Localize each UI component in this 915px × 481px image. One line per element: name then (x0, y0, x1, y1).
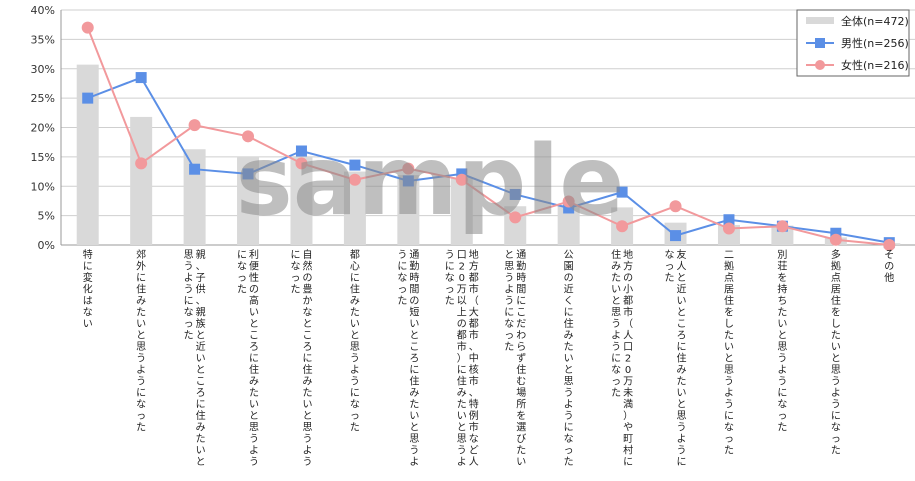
data-point (135, 72, 147, 84)
x-tick-label: 利便性の高いところに住みたいと思うようになった (237, 249, 259, 468)
x-tick-label: 親、子供、親族と近いところに住みたいと思うようになった (184, 248, 206, 468)
data-point (135, 157, 148, 170)
data-point (509, 211, 522, 224)
x-tick-label: 地方都市（大都市、中核市、特例市など人口 2 0 万以上の都市）に住みたいと思うように… (445, 248, 479, 468)
y-tick-label: 35% (31, 33, 55, 46)
data-point (669, 200, 682, 213)
x-tick-label: 通勤時間の短いところに住みたいと思うようになった (397, 249, 419, 468)
bar (290, 157, 313, 245)
watermark: sample (236, 125, 625, 237)
x-tick-label: 通勤時間にこだわらず住む場所を選びたいと思うようになった (504, 249, 526, 468)
bar (183, 149, 206, 245)
data-point (188, 119, 201, 132)
bar (130, 116, 153, 245)
bar (450, 177, 473, 245)
x-tick-label: その他 (884, 249, 894, 284)
legend: 全体(n=472) 男性(n=256) 女性(n=216) (796, 9, 910, 77)
legend-swatch-female-marker (815, 60, 825, 70)
data-point (348, 173, 361, 186)
legend-swatch-total (806, 17, 834, 24)
x-tick-label: 特に変化はない (83, 249, 93, 330)
data-point (242, 168, 254, 180)
x-tick-label: 地方の小都市（人口 2 0 万未満）や町村に住みたいと思うようになった (611, 248, 633, 468)
data-point (776, 220, 789, 233)
data-point (295, 157, 308, 170)
x-axis-labels: 特に変化はない 郊外に住みたいと思うようになった 親、子供、親族と近いところに住みた… (83, 248, 895, 468)
x-tick-label: 多拠点居住をしたいと思うようになった (831, 248, 841, 457)
y-tick-label: 15% (31, 151, 55, 164)
series-line (87, 76, 890, 244)
x-tick-label: 公園の近くに住みたいと思うようになった (564, 250, 574, 468)
y-tick-label: 25% (31, 92, 55, 105)
data-point (722, 222, 735, 235)
data-point (402, 175, 414, 187)
bar (343, 171, 366, 245)
data-point (295, 145, 307, 157)
data-point (455, 173, 468, 186)
data-point (723, 214, 735, 226)
legend-label-male: 男性(n=256) (841, 36, 909, 50)
y-tick-label: 0% (38, 239, 55, 252)
x-tick-label: 別荘を持ちたいと思うようになった (777, 249, 787, 434)
legend-label-female: 女性(n=216) (841, 58, 909, 72)
data-point (189, 163, 201, 175)
data-point (509, 188, 521, 200)
series-line (86, 27, 890, 246)
data-point (82, 92, 94, 104)
data-point (402, 162, 415, 175)
bar (557, 205, 580, 245)
data-point (670, 230, 682, 242)
line-series-female (81, 21, 896, 251)
data-point (829, 233, 842, 246)
y-tick-label: 5% (38, 210, 55, 223)
y-tick-label: 30% (31, 63, 55, 76)
bar (397, 175, 420, 245)
data-point (616, 186, 628, 198)
legend-label-total: 全体(n=472) (841, 14, 909, 28)
x-tick-label: 自然の豊かなところに住みたいと思うようになった (290, 248, 312, 468)
x-tick-label: 都心に住みたいと思うようになった (350, 249, 360, 434)
x-tick-label: 友人と近いところに住みたいと思うようになった (665, 248, 687, 468)
data-point (830, 227, 842, 239)
x-tick-label: 郊外に住みたいと思うようになった (136, 248, 146, 434)
data-point (563, 202, 575, 214)
data-point (883, 239, 896, 251)
y-axis: 0% 5% 10% 15% 20% 25% 30% 35% 40% (31, 4, 62, 252)
bar (76, 64, 99, 245)
data-point (81, 21, 94, 34)
y-tick-label: 40% (31, 4, 55, 17)
data-point (562, 195, 575, 208)
data-point (616, 220, 629, 233)
y-tick-label: 20% (31, 122, 55, 135)
legend-swatch-male-marker (815, 38, 825, 48)
data-point (242, 130, 255, 143)
y-tick-label: 10% (31, 180, 55, 193)
data-point (349, 159, 361, 171)
x-tick-label: 二拠点居住をしたいと思うようになった (724, 250, 734, 457)
